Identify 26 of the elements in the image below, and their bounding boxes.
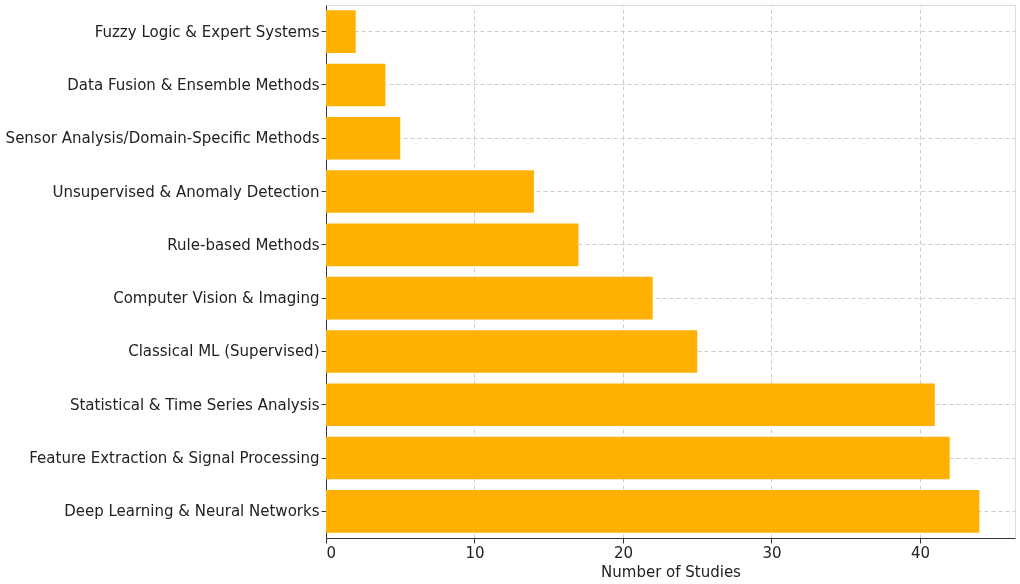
bar [326,383,935,427]
bar [326,10,356,53]
bar [326,63,386,107]
y-tick-label: Classical ML (Supervised) [128,342,320,361]
x-tick-label: 0 [326,543,337,562]
bar [326,436,950,480]
y-tick-label: Rule-based Methods [167,235,320,254]
x-tick-label: 30 [762,543,782,562]
bar [326,170,534,213]
y-tick-label: Computer Vision & Imaging [113,289,320,308]
bar [326,490,980,533]
x-tick-label: 10 [465,543,485,562]
x-axis-title: Number of Studies [601,562,742,581]
y-tick-label: Deep Learning & Neural Networks [64,502,320,521]
x-tick-label: 20 [613,543,634,562]
y-tick-label: Sensor Analysis/Domain-Specific Methods [5,129,320,148]
bar [326,330,698,373]
y-tick-label: Unsupervised & Anomaly Detection [52,182,320,201]
bar [326,116,401,160]
x-tick-label: 40 [910,543,931,562]
y-tick-label: Feature Extraction & Signal Processing [29,449,320,468]
y-tick-label: Fuzzy Logic & Expert Systems [94,22,320,41]
bar [326,276,653,320]
y-tick-label: Statistical & Time Series Analysis [69,395,320,414]
y-tick-label: Data Fusion & Ensemble Methods [67,75,320,94]
bar [326,223,579,267]
